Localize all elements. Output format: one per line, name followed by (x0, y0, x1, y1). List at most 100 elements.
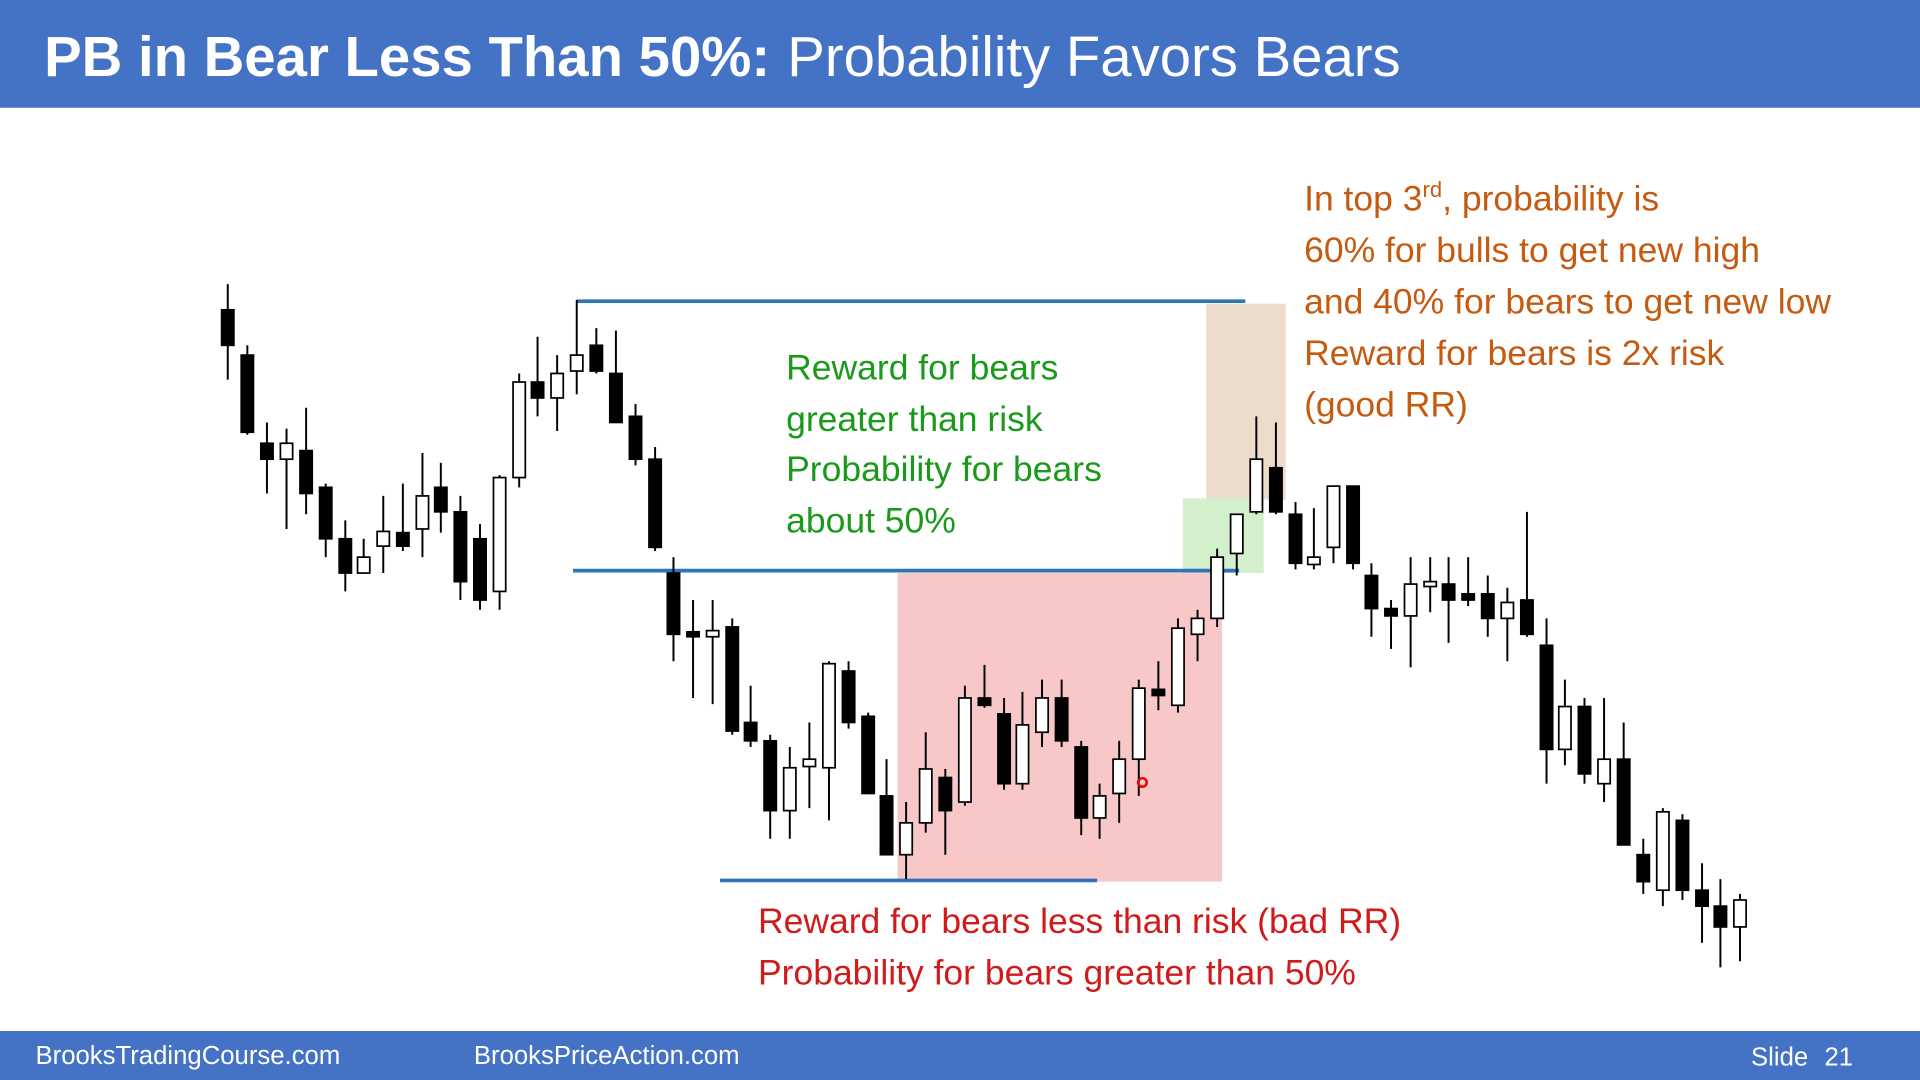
candle-body (1035, 697, 1050, 734)
annotation-line: Probability for bears greater than 50% (758, 952, 1356, 992)
candle-body (725, 626, 740, 732)
candle-body (608, 372, 623, 424)
candle-body (1655, 810, 1670, 892)
annotation-line: greater than risk (786, 399, 1043, 439)
annotation-line: Probability for bears (786, 449, 1102, 489)
candle-body (648, 458, 663, 549)
candle-body (240, 354, 255, 434)
candle-body (512, 381, 527, 479)
cursor-dot (1136, 776, 1148, 788)
footer-bar (0, 1031, 1920, 1080)
candle-body (1326, 485, 1341, 549)
candle-body (802, 758, 817, 768)
orange-annotation: In top 3rd, probability is 60% for bulls… (1304, 177, 1831, 424)
candle-body (841, 670, 856, 724)
superscript: rd (1423, 177, 1443, 202)
footer-left: BrooksTradingCourse.com (36, 1042, 341, 1070)
candle-body (782, 766, 797, 812)
annotation-line: Reward for bears less than risk (bad RR) (758, 901, 1401, 941)
candle-body (453, 510, 468, 583)
candle-body (550, 372, 565, 399)
candle-body (686, 630, 701, 638)
annotation-text: In top 3 (1304, 179, 1422, 219)
footer-middle: BrooksPriceAction.com (474, 1042, 740, 1070)
candle-body (1597, 758, 1612, 785)
candle-body (997, 713, 1012, 785)
candle-body (1346, 485, 1361, 565)
candle-body (415, 495, 430, 530)
candle-body (861, 715, 876, 795)
candle-body (433, 486, 448, 513)
candle-body (1557, 705, 1572, 751)
candle-body (666, 572, 681, 636)
candle-body (1384, 607, 1398, 617)
candle-body (1364, 574, 1379, 610)
candle-body (1577, 705, 1592, 775)
candle-body (530, 381, 545, 399)
annotation-line: Reward for bears is 2x risk (1304, 333, 1724, 373)
candle-body (918, 768, 933, 824)
header-bar (0, 0, 1920, 108)
candle-body (1268, 466, 1283, 513)
annotation-line: In top 3rd, probability is (1304, 177, 1659, 218)
annotation-line: Reward for bears (786, 348, 1058, 388)
candle-body (1112, 758, 1127, 795)
candle-body (1675, 819, 1690, 892)
candle-body (879, 795, 894, 856)
candle-body (259, 442, 274, 461)
candle-body (376, 530, 391, 547)
candle-body (1500, 601, 1515, 620)
annotation-line: 60% for bulls to get new high (1304, 230, 1760, 270)
candle-body (977, 697, 992, 707)
candle-body (1713, 905, 1728, 928)
candle-body (1441, 583, 1456, 601)
candle-body (1539, 644, 1554, 751)
slide-title: PB in Bear Less Than 50%: Probability Fav… (44, 25, 1401, 88)
candle-body (1170, 627, 1185, 707)
candle-body (628, 415, 643, 461)
candle-body (1249, 458, 1264, 513)
candle-body (1229, 513, 1244, 555)
candle-body (1190, 617, 1205, 636)
candle-body (1636, 853, 1651, 883)
candle-body (1616, 758, 1631, 846)
candle-body (279, 442, 294, 461)
green-annotation: Reward for bears greater than risk Proba… (786, 348, 1102, 541)
candle-body (1519, 599, 1534, 636)
candle-body (299, 449, 314, 495)
candle-body (743, 721, 758, 742)
candle-body (1306, 556, 1321, 566)
candle-body (1131, 687, 1146, 761)
slide-label: Slide (1751, 1043, 1808, 1071)
annotation-line: and 40% for bears to get new low (1304, 281, 1831, 321)
candle-body (1151, 688, 1166, 697)
candle-body (338, 537, 353, 574)
candle-body (763, 739, 778, 812)
candle-body (1015, 724, 1030, 785)
candle-body (356, 556, 371, 574)
candle-body (957, 697, 972, 803)
candle-body (1733, 899, 1747, 928)
candle-body (473, 537, 487, 601)
candle-body (938, 776, 953, 812)
candle-body (1695, 889, 1710, 907)
candle-body (1403, 583, 1418, 617)
annotation-line: (good RR) (1304, 384, 1468, 424)
candle-body (1210, 556, 1225, 620)
candlestick-chart (220, 284, 1747, 968)
candle-body (822, 662, 836, 769)
candle-body (1092, 795, 1107, 819)
candle-body (569, 354, 584, 372)
candle-body (705, 629, 720, 638)
footer: BrooksTradingCourse.com BrooksPriceActio… (36, 1042, 1854, 1071)
candle-body (492, 476, 507, 593)
title-bold: PB in Bear Less Than 50%: (44, 25, 770, 88)
candle-body (1054, 697, 1069, 742)
candle-body (395, 531, 410, 547)
candle-body (220, 308, 235, 347)
slide-number: 21 (1824, 1043, 1853, 1071)
title-rest: Probability Favors Bears (787, 25, 1400, 88)
annotation-text: , probability is (1442, 179, 1659, 219)
red-annotation: Reward for bears less than risk (bad RR)… (758, 901, 1401, 992)
